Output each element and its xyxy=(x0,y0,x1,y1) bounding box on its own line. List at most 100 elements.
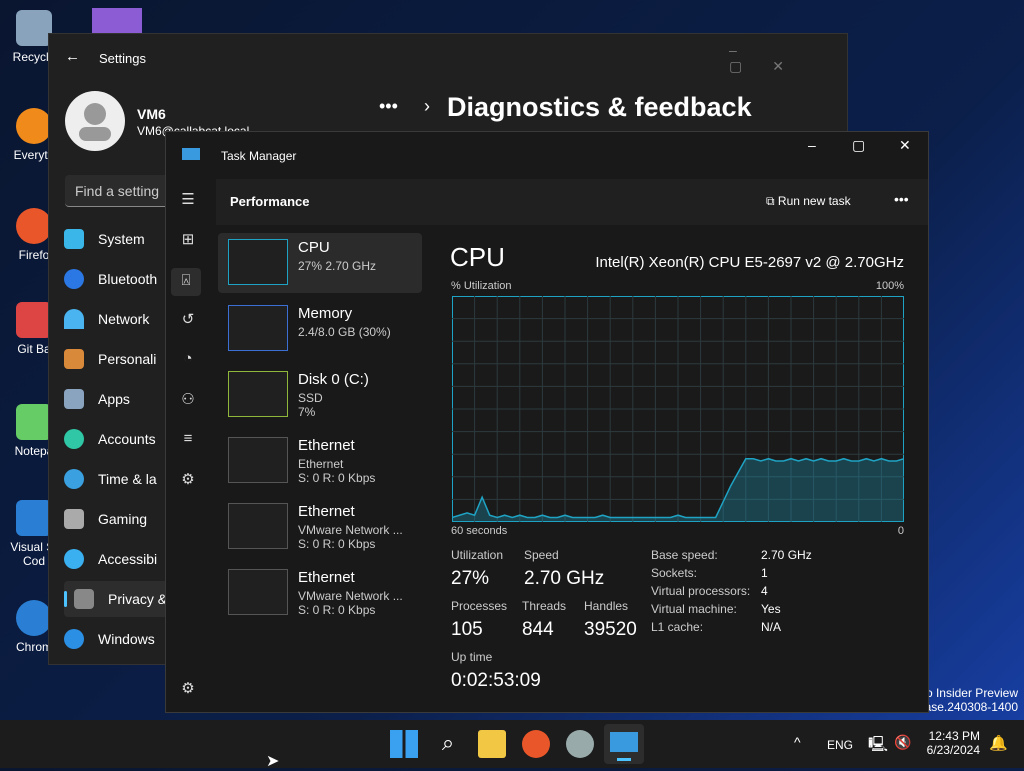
threads-value: 844 xyxy=(522,619,554,640)
window-title: Settings xyxy=(99,51,146,66)
resource-detail: 27% 2.70 GHz xyxy=(298,259,377,273)
speed-label: Speed xyxy=(524,548,559,562)
details-icon[interactable]: ≡ xyxy=(183,430,193,447)
shield-icon xyxy=(74,589,94,609)
nav-bluetooth[interactable]: Bluetooth xyxy=(64,261,174,297)
settings-taskbar-button[interactable] xyxy=(566,730,594,758)
mouse-cursor: ➤ xyxy=(266,753,280,770)
minimize-button[interactable]: – xyxy=(808,137,816,153)
desktop-icon-git-bash[interactable]: Git Ba xyxy=(4,302,64,356)
resource-item[interactable]: CPU 27% 2.70 GHz xyxy=(218,233,422,293)
task-manager-taskbar-button[interactable] xyxy=(604,724,644,764)
performance-icon[interactable]: ⍓ xyxy=(171,268,201,296)
speed-value: 2.70 GHz xyxy=(524,568,605,589)
users-icon[interactable]: ⚇ xyxy=(181,391,195,408)
desktop-icon-recycle-bin[interactable]: Recycle xyxy=(4,10,64,64)
resource-thumbnail xyxy=(228,239,288,285)
back-button[interactable]: ← xyxy=(65,48,80,65)
history-icon[interactable]: ↺ xyxy=(181,311,195,328)
file-explorer-button[interactable] xyxy=(478,730,506,758)
processes-label: Processes xyxy=(451,599,508,613)
settings-icon[interactable]: ⚙ xyxy=(181,680,195,697)
header-bar: Performance ⧉ Run new task ••• xyxy=(216,179,928,225)
taskbar: ⌕ ^ ENG 🖳 🔇 12:43 PM 6/23/2024 🔔 xyxy=(0,720,1024,768)
task-manager-window: Task Manager – ▢ ✕ ☰ ⊞ ⍓ ↺ ◔ ⚇ ≡ ⚙ ⚙ Per… xyxy=(165,131,929,713)
more-icon[interactable]: ••• xyxy=(379,96,398,116)
volume-muted-icon[interactable]: 🔇 xyxy=(894,734,912,750)
nav-accessibility[interactable]: Accessibi xyxy=(64,541,174,577)
spec-value: 2.70 GHz xyxy=(761,548,812,562)
spec-value: Yes xyxy=(761,602,781,616)
clock-icon xyxy=(64,469,84,489)
resource-item[interactable]: Ethernet Ethernet S: 0 R: 0 Kbps xyxy=(218,431,422,491)
desktop-icon-everything[interactable]: Everyth xyxy=(4,108,64,162)
nav-gaming[interactable]: Gaming xyxy=(64,501,174,537)
nav-apps[interactable]: Apps xyxy=(64,381,174,417)
nav-system[interactable]: System xyxy=(64,221,174,257)
network-icon[interactable]: 🖳 xyxy=(868,736,889,753)
utilization-label: Utilization xyxy=(451,548,504,562)
window-controls[interactable]: –▢✕ xyxy=(729,42,814,74)
resource-item[interactable]: Memory 2.4/8.0 GB (30%) xyxy=(218,299,422,359)
chevron-up-icon[interactable]: ^ xyxy=(794,734,801,750)
maximize-button[interactable]: ▢ xyxy=(852,137,866,153)
language-indicator[interactable]: ENG xyxy=(827,738,854,752)
resource-detail: VMware Network ... xyxy=(298,589,403,603)
resource-thumbnail xyxy=(228,503,288,549)
resource-detail: S: 0 R: 0 Kbps xyxy=(298,471,376,485)
startup-icon[interactable]: ◔ xyxy=(183,350,193,367)
hamburger-icon[interactable]: ☰ xyxy=(181,191,195,208)
search-button[interactable]: ⌕ xyxy=(441,730,455,755)
resource-name: Ethernet xyxy=(298,437,355,454)
nav-windows-update[interactable]: Windows xyxy=(64,621,174,657)
page-title: Diagnostics & feedback xyxy=(447,92,752,122)
more-options-button[interactable]: ••• xyxy=(894,191,909,207)
clock[interactable]: 12:43 PM 6/23/2024 xyxy=(926,729,980,757)
nav-accounts[interactable]: Accounts xyxy=(64,421,174,457)
bluetooth-icon xyxy=(64,269,84,289)
resource-detail: Ethernet xyxy=(298,457,344,471)
search-input[interactable]: Find a setting xyxy=(65,175,175,207)
page-title: Performance xyxy=(230,194,310,209)
nav-time-language[interactable]: Time & la xyxy=(64,461,174,497)
wifi-icon xyxy=(64,309,84,329)
resource-detail: 7% xyxy=(298,405,316,419)
resource-detail: S: 0 R: 0 Kbps xyxy=(298,537,376,551)
desktop-icon-chrome[interactable]: Chrom xyxy=(4,600,64,654)
resource-detail: VMware Network ... xyxy=(298,523,403,537)
spec-value: N/A xyxy=(761,620,782,634)
resource-item[interactable]: Ethernet VMware Network ... S: 0 R: 0 Kb… xyxy=(218,497,422,557)
resource-name: Memory xyxy=(298,305,353,322)
resource-item[interactable]: Disk 0 (C:) SSD 7% xyxy=(218,365,422,425)
cpu-line xyxy=(452,457,904,519)
run-new-task-button[interactable]: ⧉ Run new task xyxy=(766,194,851,208)
resource-thumbnail xyxy=(228,569,288,615)
cpu-area xyxy=(452,458,904,522)
nav-privacy[interactable]: Privacy & xyxy=(64,581,174,617)
cpu-heading: CPU xyxy=(450,242,505,272)
gamepad-icon xyxy=(64,509,84,529)
notification-bell-icon[interactable]: 🔔 xyxy=(989,735,1008,752)
nav-personalization[interactable]: Personali xyxy=(64,341,174,377)
services-icon[interactable]: ⚙ xyxy=(181,471,195,488)
resource-item[interactable]: Ethernet VMware Network ... S: 0 R: 0 Kb… xyxy=(218,563,422,623)
desktop-icon-vscode[interactable]: Visual St Cod xyxy=(4,500,64,568)
desktop-icon-notepad[interactable]: Notepa xyxy=(4,404,64,458)
spec-label: Sockets: xyxy=(651,566,698,580)
resource-name: Ethernet xyxy=(298,503,355,520)
y-axis-label: % Utilization xyxy=(451,280,512,292)
user-name: VM6 xyxy=(137,106,166,122)
x-max-label: 0 xyxy=(897,525,904,537)
close-button[interactable]: ✕ xyxy=(899,137,911,153)
nav-network[interactable]: Network xyxy=(64,301,174,337)
resource-name: Ethernet xyxy=(298,569,355,586)
firefox-button[interactable] xyxy=(522,730,550,758)
task-manager-icon xyxy=(182,148,200,160)
start-button[interactable] xyxy=(390,730,418,758)
resource-thumbnail xyxy=(228,437,288,483)
processes-icon[interactable]: ⊞ xyxy=(181,231,195,248)
handles-value: 39520 xyxy=(584,619,637,640)
resource-thumbnail xyxy=(228,305,288,351)
processes-value: 105 xyxy=(451,619,483,640)
desktop-icon-firefox[interactable]: Firefo xyxy=(4,208,64,262)
